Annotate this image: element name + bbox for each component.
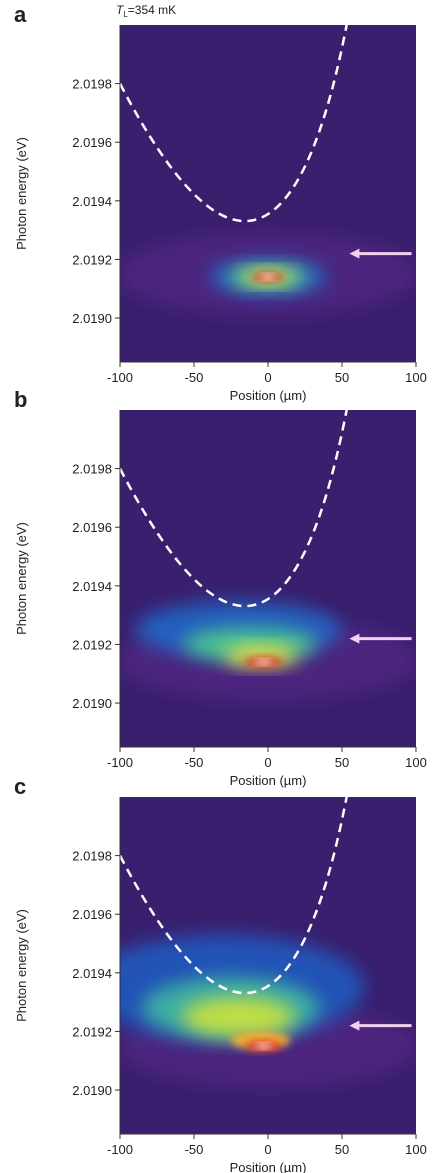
y-tick-label: 2.0192 xyxy=(72,252,112,267)
y-tick-label: 2.0190 xyxy=(72,696,112,711)
x-tick-label: 50 xyxy=(335,1142,349,1157)
heatmap xyxy=(120,410,416,747)
intensity-blob xyxy=(254,659,273,665)
y-tick-label: 2.0196 xyxy=(72,520,112,535)
annotation-symbol: T xyxy=(116,3,125,17)
y-tick-label: 2.0190 xyxy=(72,311,112,326)
y-tick-label: 2.0192 xyxy=(72,637,112,652)
dispersion-curve xyxy=(120,410,348,608)
y-tick-label: 2.0194 xyxy=(72,579,112,594)
x-tick-label: 100 xyxy=(405,755,427,770)
x-axis-label: Position (µm) xyxy=(230,773,307,788)
arrow-head xyxy=(349,633,360,644)
heatmap xyxy=(120,797,416,1134)
dispersion-curve xyxy=(120,25,348,223)
y-tick-label: 2.0196 xyxy=(72,907,112,922)
x-tick-label: -100 xyxy=(107,1142,133,1157)
y-tick-label: 2.0194 xyxy=(72,194,112,209)
x-axis-label: Position (µm) xyxy=(230,388,307,403)
panel-label: a xyxy=(14,2,27,27)
y-tick-label: 2.0198 xyxy=(72,77,112,92)
heatmap xyxy=(120,25,416,362)
panel: -100 -50 0 50 100 2.0190 2.0192 2.0194 2.0196 2.0… xyxy=(14,387,427,788)
y-tick-label: 2.0198 xyxy=(72,462,112,477)
y-tick-label: 2.0194 xyxy=(72,966,112,981)
x-tick-label: -50 xyxy=(185,1142,204,1157)
y-tick-label: 2.0196 xyxy=(72,135,112,150)
x-tick-label: 0 xyxy=(264,755,271,770)
x-axis-label: Position (µm) xyxy=(230,1160,307,1173)
x-tick-label: 0 xyxy=(264,370,271,385)
y-axis-label: Photon energy (eV) xyxy=(14,137,29,250)
x-tick-label: -50 xyxy=(185,370,204,385)
y-axis-label: Photon energy (eV) xyxy=(14,522,29,635)
annotation-subscript: L xyxy=(123,10,128,19)
y-axis-label: Photon energy (eV) xyxy=(14,909,29,1022)
panel: -100 -50 0 50 100 2.0190 2.0192 2.0194 2.0196 2.0… xyxy=(14,774,427,1173)
y-tick-label: 2.0198 xyxy=(72,849,112,864)
panel: -100 -50 0 50 100 2.0190 2.0192 2.0194 2.0196 2.0… xyxy=(14,2,427,403)
intensity-blob xyxy=(260,274,276,280)
x-tick-label: 50 xyxy=(335,755,349,770)
intensity-blob xyxy=(182,997,295,1037)
intensity-blob xyxy=(254,1043,273,1049)
x-tick-label: -100 xyxy=(107,370,133,385)
panel-label: c xyxy=(14,774,26,799)
panel-label: b xyxy=(14,387,27,412)
annotation: TL=354 mK xyxy=(116,3,176,19)
x-tick-label: 0 xyxy=(264,1142,271,1157)
dispersion-curve xyxy=(120,797,348,995)
y-tick-label: 2.0190 xyxy=(72,1083,112,1098)
x-tick-label: -50 xyxy=(185,755,204,770)
annotation-text: =354 mK xyxy=(128,3,176,17)
x-tick-label: 100 xyxy=(405,370,427,385)
x-tick-label: -100 xyxy=(107,755,133,770)
x-tick-label: 50 xyxy=(335,370,349,385)
x-tick-label: 100 xyxy=(405,1142,427,1157)
y-tick-label: 2.0192 xyxy=(72,1024,112,1039)
arrow-head xyxy=(349,248,360,259)
arrow-head xyxy=(349,1020,360,1031)
